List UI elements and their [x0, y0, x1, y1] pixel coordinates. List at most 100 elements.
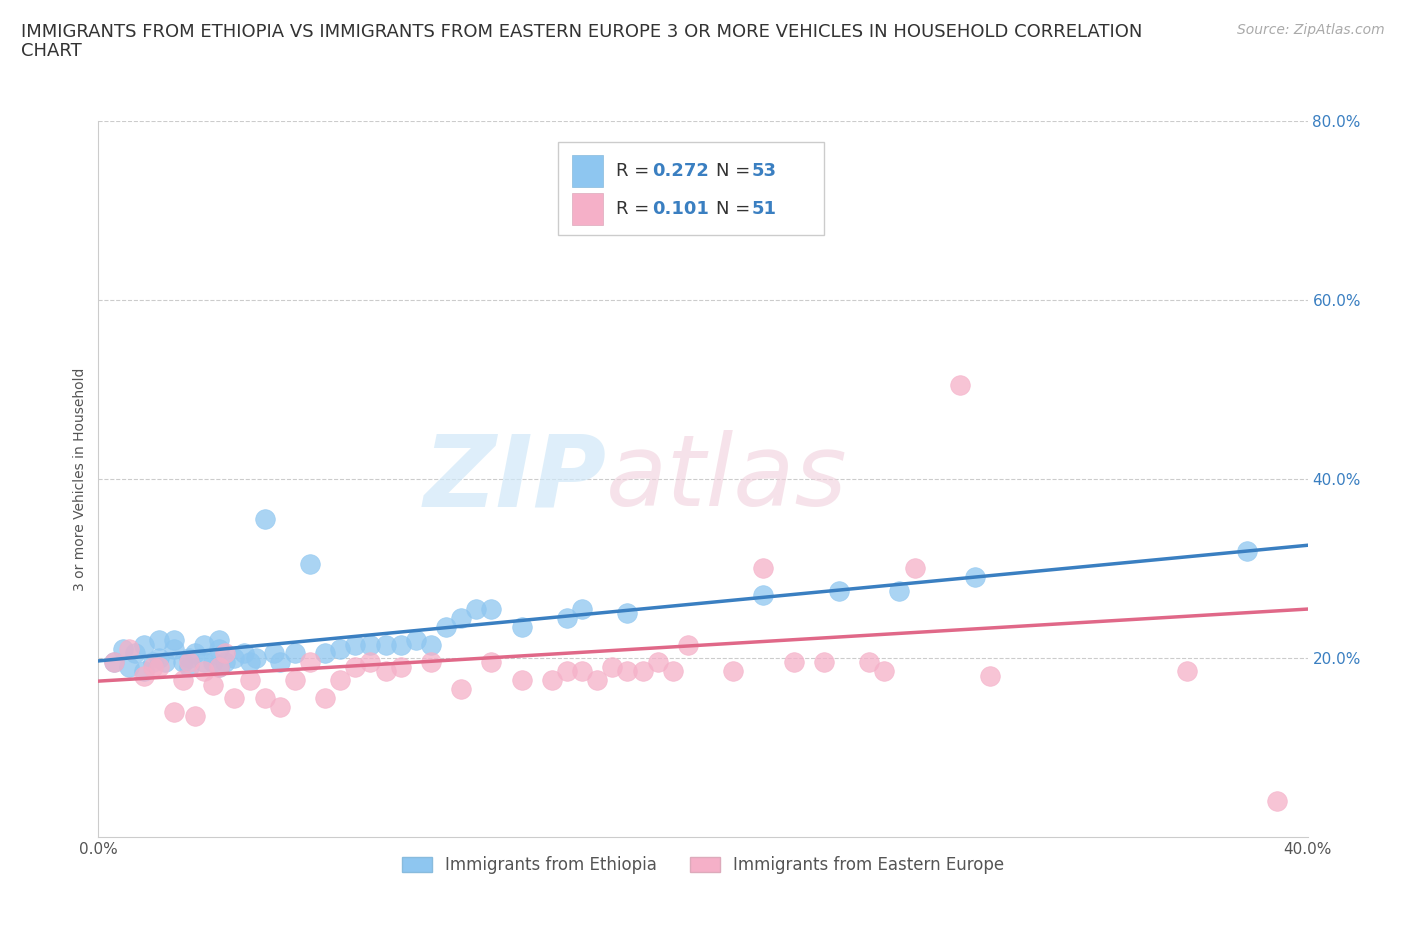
Point [510, 673, 533, 688]
Point [965, 570, 987, 585]
Point [172, 673, 194, 688]
Point [179, 655, 201, 670]
Point [389, 637, 412, 652]
Point [163, 632, 186, 647]
Point [828, 583, 851, 598]
Point [163, 704, 186, 719]
Point [676, 637, 699, 652]
Point [299, 655, 322, 670]
Point [103, 655, 125, 670]
Point [647, 655, 669, 670]
Point [202, 677, 225, 692]
Point [193, 637, 215, 652]
Point [193, 664, 215, 679]
Point [132, 664, 155, 679]
Legend: Immigrants from Ethiopia, Immigrants from Eastern Europe: Immigrants from Ethiopia, Immigrants fro… [394, 848, 1012, 883]
Point [269, 655, 291, 670]
Point [314, 646, 336, 661]
Point [208, 642, 231, 657]
Point [555, 664, 578, 679]
Point [616, 605, 638, 620]
Text: R =: R = [616, 162, 655, 179]
Point [224, 691, 246, 706]
Point [269, 699, 291, 714]
Point [752, 561, 775, 576]
Text: Source: ZipAtlas.com: Source: ZipAtlas.com [1237, 23, 1385, 37]
Point [214, 655, 236, 670]
Point [284, 673, 307, 688]
Point [979, 669, 1001, 684]
Point [360, 637, 382, 652]
Point [873, 664, 896, 679]
Point [132, 669, 155, 684]
Point [889, 583, 911, 598]
Point [163, 642, 186, 657]
Point [389, 659, 412, 674]
Point [723, 664, 745, 679]
Point [329, 642, 352, 657]
Point [184, 646, 207, 661]
Point [202, 655, 225, 670]
Point [208, 632, 231, 647]
Point [374, 637, 396, 652]
Point [329, 673, 352, 688]
Point [858, 655, 880, 670]
Point [813, 655, 835, 670]
Point [253, 512, 276, 526]
Point [465, 602, 488, 617]
Point [172, 655, 194, 670]
Point [284, 646, 307, 661]
Text: 0.101: 0.101 [652, 200, 709, 218]
Point [179, 651, 201, 666]
Point [783, 655, 806, 670]
Point [148, 659, 170, 674]
Point [253, 691, 276, 706]
Point [602, 659, 624, 674]
Point [245, 651, 267, 666]
Point [1267, 794, 1289, 809]
Point [434, 619, 457, 634]
Point [1175, 664, 1198, 679]
Point [616, 664, 638, 679]
Bar [572, 154, 603, 187]
Point [193, 655, 215, 670]
Point [232, 646, 254, 661]
Point [1236, 543, 1258, 558]
Text: 0.272: 0.272 [652, 162, 709, 179]
Y-axis label: 3 or more Vehicles in Household: 3 or more Vehicles in Household [73, 367, 87, 591]
Text: N =: N = [716, 200, 756, 218]
Point [949, 378, 972, 392]
Point [420, 655, 443, 670]
Point [224, 651, 246, 666]
Point [374, 664, 396, 679]
Point [111, 642, 134, 657]
Point [450, 610, 472, 625]
Point [299, 556, 322, 571]
Text: IMMIGRANTS FROM ETHIOPIA VS IMMIGRANTS FROM EASTERN EUROPE 3 OR MORE VEHICLES IN: IMMIGRANTS FROM ETHIOPIA VS IMMIGRANTS F… [21, 23, 1143, 41]
Point [481, 602, 503, 617]
Point [184, 709, 207, 724]
Text: R =: R = [616, 200, 655, 218]
Point [586, 673, 609, 688]
Point [208, 659, 231, 674]
Text: 51: 51 [751, 200, 776, 218]
Text: ZIP: ZIP [423, 431, 606, 527]
Point [571, 664, 593, 679]
Point [540, 673, 562, 688]
Point [450, 682, 472, 697]
Point [481, 655, 503, 670]
Point [118, 642, 141, 657]
Point [420, 637, 443, 652]
Point [124, 646, 146, 661]
Point [148, 651, 170, 666]
Point [661, 664, 683, 679]
Text: N =: N = [716, 162, 756, 179]
Text: atlas: atlas [606, 431, 848, 527]
Point [179, 659, 201, 674]
Point [263, 646, 285, 661]
Point [904, 561, 927, 576]
Point [344, 659, 367, 674]
Point [631, 664, 654, 679]
Point [239, 655, 262, 670]
Point [360, 655, 382, 670]
